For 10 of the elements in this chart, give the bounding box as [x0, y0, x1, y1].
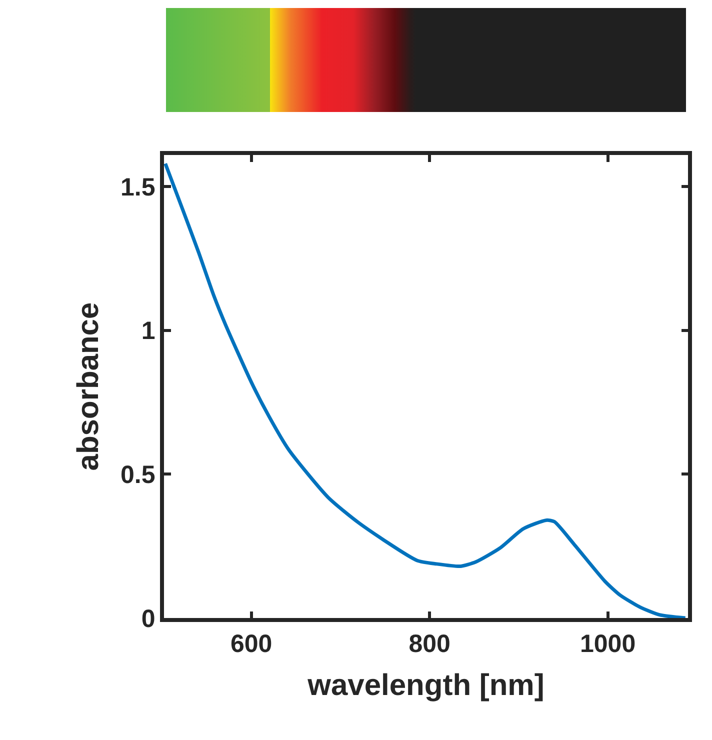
- y-axis-title: absorbance: [72, 302, 105, 471]
- x-tick-label: 1000: [580, 630, 636, 658]
- y-tick-label: 1: [141, 317, 156, 346]
- y-tick-label: 0.5: [120, 460, 156, 489]
- y-tick-label: 1.5: [120, 173, 156, 202]
- x-tick-label: 600: [230, 630, 272, 658]
- y-tick-label: 0: [141, 604, 156, 633]
- x-axis-title: wavelength [nm]: [306, 668, 544, 702]
- x-tick-label: 800: [408, 630, 450, 658]
- line-series: [164, 162, 688, 618]
